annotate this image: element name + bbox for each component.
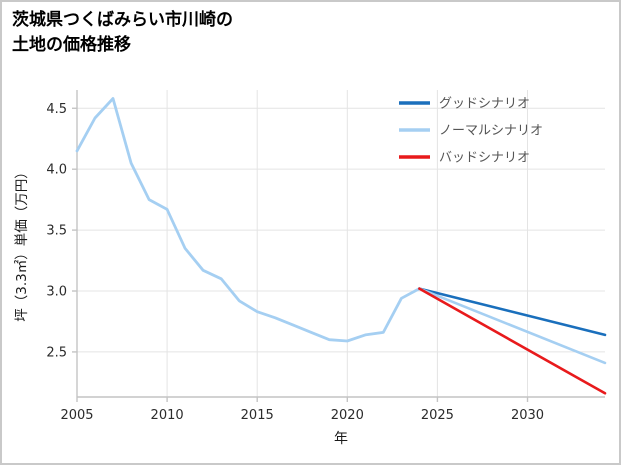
series-line-normal-scenario [418,287,607,365]
chart-title-line2: 土地の価格推移 [12,34,131,55]
y-tick-label: 4.0 [46,163,67,178]
x-tick-label: 2030 [511,408,544,423]
y-tick-label: 4.5 [46,102,67,117]
x-axis-label: 年 [334,431,348,447]
series-line-bad-scenario [418,287,607,395]
y-tick-label: 2.5 [46,345,67,360]
x-tick-label: 2025 [421,408,454,423]
y-axis-label: 坪（3.3㎡）単価（万円） [14,165,30,321]
x-tick-label: 2010 [151,408,184,423]
y-tick-label: 3.5 [46,224,67,239]
x-tick-label: 2005 [60,408,93,423]
legend-label-good-scenario: グッドシナリオ [439,97,530,112]
series-line-good-scenario [418,287,607,337]
x-tick-label: 2020 [331,408,364,423]
legend-label-normal-scenario: ノーマルシナリオ [439,124,543,139]
series-line-history [75,97,421,343]
y-tick-label: 3.0 [46,285,67,300]
chart-title: 茨城県つくばみらい市川崎の 土地の価格推移 [12,8,233,57]
legend-label-bad-scenario: バッドシナリオ [439,151,530,166]
chart-title-line1: 茨城県つくばみらい市川崎の [12,10,233,30]
x-tick-label: 2015 [241,408,274,423]
